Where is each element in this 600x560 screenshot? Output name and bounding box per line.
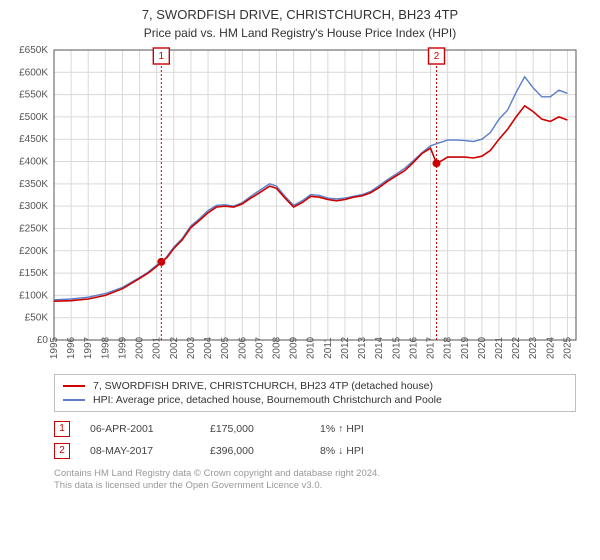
svg-text:£550K: £550K: [19, 89, 48, 100]
svg-text:£250K: £250K: [19, 223, 48, 234]
svg-text:£650K: £650K: [19, 45, 48, 56]
svg-text:£300K: £300K: [19, 201, 48, 212]
transaction-marker-box: 2: [54, 443, 70, 459]
svg-text:£150K: £150K: [19, 268, 48, 279]
svg-text:£100K: £100K: [19, 290, 48, 301]
svg-text:£0: £0: [37, 335, 49, 346]
transaction-marker-box: 1: [54, 421, 70, 437]
legend-swatch: [63, 399, 85, 401]
legend-item: 7, SWORDFISH DRIVE, CHRISTCHURCH, BH23 4…: [63, 379, 567, 393]
chart-title: 7, SWORDFISH DRIVE, CHRISTCHURCH, BH23 4…: [0, 6, 600, 24]
footer-attribution: Contains HM Land Registry data © Crown c…: [54, 468, 576, 493]
legend-item: HPI: Average price, detached house, Bour…: [63, 393, 567, 407]
footer-line-1: Contains HM Land Registry data © Crown c…: [54, 468, 576, 480]
chart-subtitle: Price paid vs. HM Land Registry's House …: [0, 26, 600, 40]
transaction-vs-hpi: 8% ↓ HPI: [320, 445, 400, 457]
svg-text:£450K: £450K: [19, 134, 48, 145]
svg-text:1: 1: [159, 51, 165, 62]
svg-text:£200K: £200K: [19, 245, 48, 256]
transaction-date: 08-MAY-2017: [90, 445, 190, 457]
transaction-row: 2 08-MAY-2017 £396,000 8% ↓ HPI: [54, 440, 576, 462]
transaction-price: £396,000: [210, 445, 300, 457]
legend-label: 7, SWORDFISH DRIVE, CHRISTCHURCH, BH23 4…: [93, 380, 433, 392]
svg-text:£350K: £350K: [19, 178, 48, 189]
svg-text:£600K: £600K: [19, 67, 48, 78]
chart-area: £0 £50K £100K £150K £200K £250K £300K £350K £400…: [0, 40, 600, 370]
svg-text:£500K: £500K: [19, 111, 48, 122]
transaction-price: £175,000: [210, 423, 300, 435]
transaction-vs-hpi: 1% ↑ HPI: [320, 423, 400, 435]
svg-text:2: 2: [434, 51, 440, 62]
transaction-row: 1 06-APR-2001 £175,000 1% ↑ HPI: [54, 418, 576, 440]
legend-label: HPI: Average price, detached house, Bour…: [93, 394, 442, 406]
line-chart-svg: £0 £50K £100K £150K £200K £250K £300K £350K £400…: [0, 40, 600, 370]
footer-line-2: This data is licensed under the Open Gov…: [54, 480, 576, 492]
legend: 7, SWORDFISH DRIVE, CHRISTCHURCH, BH23 4…: [54, 374, 576, 412]
legend-swatch: [63, 385, 85, 387]
svg-text:£50K: £50K: [25, 312, 49, 323]
transaction-date: 06-APR-2001: [90, 423, 190, 435]
transactions-table: 1 06-APR-2001 £175,000 1% ↑ HPI 2 08-MAY-2017…: [54, 418, 576, 462]
svg-text:£400K: £400K: [19, 156, 48, 167]
